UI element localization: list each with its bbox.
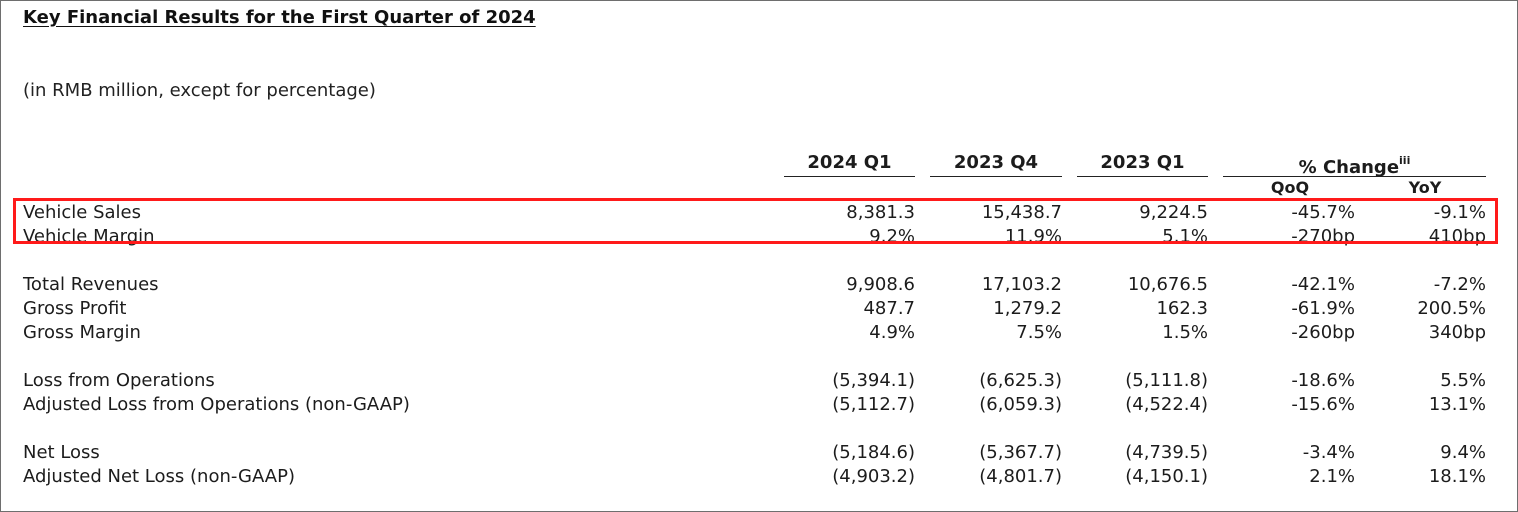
cell-qoq: -42.1% xyxy=(1291,274,1355,295)
cell-yoy: 18.1% xyxy=(1428,466,1486,487)
cell-yoy: 340bp xyxy=(1428,322,1486,343)
page-title: Key Financial Results for the First Quar… xyxy=(23,7,536,28)
cell-qoq: -61.9% xyxy=(1291,298,1355,319)
row-label: Total Revenues xyxy=(23,274,159,295)
cell-2024-q1: 9,908.6 xyxy=(846,274,915,295)
row-label: Vehicle Sales xyxy=(23,202,142,223)
cell-qoq: 2.1% xyxy=(1309,466,1355,487)
table-row: Vehicle Sales 8,381.3 15,438.7 9,224.5 -… xyxy=(0,201,1518,225)
row-label: Gross Profit xyxy=(23,298,127,319)
cell-qoq: -18.6% xyxy=(1291,370,1355,391)
table-row: Gross Margin 4.9% 7.5% 1.5% -260bp 340bp xyxy=(0,321,1518,345)
cell-2024-q1: 487.7 xyxy=(863,298,915,319)
footnote-marker: iii xyxy=(1399,154,1411,167)
cell-qoq: -45.7% xyxy=(1291,202,1355,223)
cell-yoy: 200.5% xyxy=(1417,298,1486,319)
cell-2023-q4: (4,801.7) xyxy=(979,466,1062,487)
cell-yoy: 5.5% xyxy=(1440,370,1486,391)
header-percent-change-label: % Change xyxy=(1298,157,1400,178)
cell-yoy: 13.1% xyxy=(1428,394,1486,415)
header-percent-change: % Changeiii xyxy=(1223,152,1486,178)
cell-2023-q1: (4,522.4) xyxy=(1125,394,1208,415)
cell-2023-q4: (6,625.3) xyxy=(979,370,1062,391)
cell-2023-q1: (5,111.8) xyxy=(1125,370,1208,391)
cell-2023-q4: 7.5% xyxy=(1016,322,1062,343)
cell-2023-q1: 9,224.5 xyxy=(1139,202,1208,223)
table-row: Net Loss (5,184.6) (5,367.7) (4,739.5) -… xyxy=(0,441,1518,465)
cell-qoq: -260bp xyxy=(1291,322,1355,343)
cell-2023-q1: (4,150.1) xyxy=(1125,466,1208,487)
row-label: Adjusted Net Loss (non-GAAP) xyxy=(23,466,295,487)
cell-2023-q4: 15,438.7 xyxy=(981,202,1062,223)
cell-yoy: 9.4% xyxy=(1440,442,1486,463)
row-label: Gross Margin xyxy=(23,322,141,343)
cell-2023-q4: 1,279.2 xyxy=(993,298,1062,319)
table-row: Total Revenues 9,908.6 17,103.2 10,676.5… xyxy=(0,273,1518,297)
row-label: Loss from Operations xyxy=(23,370,215,391)
header-qoq: QoQ xyxy=(1270,178,1310,197)
header-2023-q1: 2023 Q1 xyxy=(1077,152,1208,177)
cell-2023-q4: (6,059.3) xyxy=(979,394,1062,415)
header-2023-q4: 2023 Q4 xyxy=(930,152,1062,177)
cell-2024-q1: 4.9% xyxy=(869,322,915,343)
cell-2024-q1: (5,184.6) xyxy=(832,442,915,463)
row-label: Net Loss xyxy=(23,442,100,463)
cell-2024-q1: (5,394.1) xyxy=(832,370,915,391)
table-row: Loss from Operations (5,394.1) (6,625.3)… xyxy=(0,369,1518,393)
cell-2023-q1: 1.5% xyxy=(1162,322,1208,343)
cell-yoy: -9.1% xyxy=(1433,202,1486,223)
cell-qoq: -3.4% xyxy=(1302,442,1355,463)
cell-2024-q1: (5,112.7) xyxy=(832,394,915,415)
cell-2023-q1: 162.3 xyxy=(1156,298,1208,319)
units-note: (in RMB million, except for percentage) xyxy=(23,80,376,101)
cell-2023-q4: 17,103.2 xyxy=(981,274,1062,295)
table-row: Gross Profit 487.7 1,279.2 162.3 -61.9% … xyxy=(0,297,1518,321)
cell-2023-q1: 10,676.5 xyxy=(1127,274,1208,295)
table-row: Adjusted Net Loss (non-GAAP) (4,903.2) (… xyxy=(0,465,1518,489)
header-yoy: YoY xyxy=(1408,178,1442,197)
highlight-box xyxy=(13,198,1498,244)
cell-qoq: -15.6% xyxy=(1291,394,1355,415)
cell-2024-q1: (4,903.2) xyxy=(832,466,915,487)
row-label: Adjusted Loss from Operations (non-GAAP) xyxy=(23,394,410,415)
header-2024-q1: 2024 Q1 xyxy=(784,152,915,177)
cell-yoy: -7.2% xyxy=(1433,274,1486,295)
cell-2024-q1: 8,381.3 xyxy=(846,202,915,223)
cell-2023-q4: (5,367.7) xyxy=(979,442,1062,463)
table-row: Adjusted Loss from Operations (non-GAAP)… xyxy=(0,393,1518,417)
cell-2023-q1: (4,739.5) xyxy=(1125,442,1208,463)
